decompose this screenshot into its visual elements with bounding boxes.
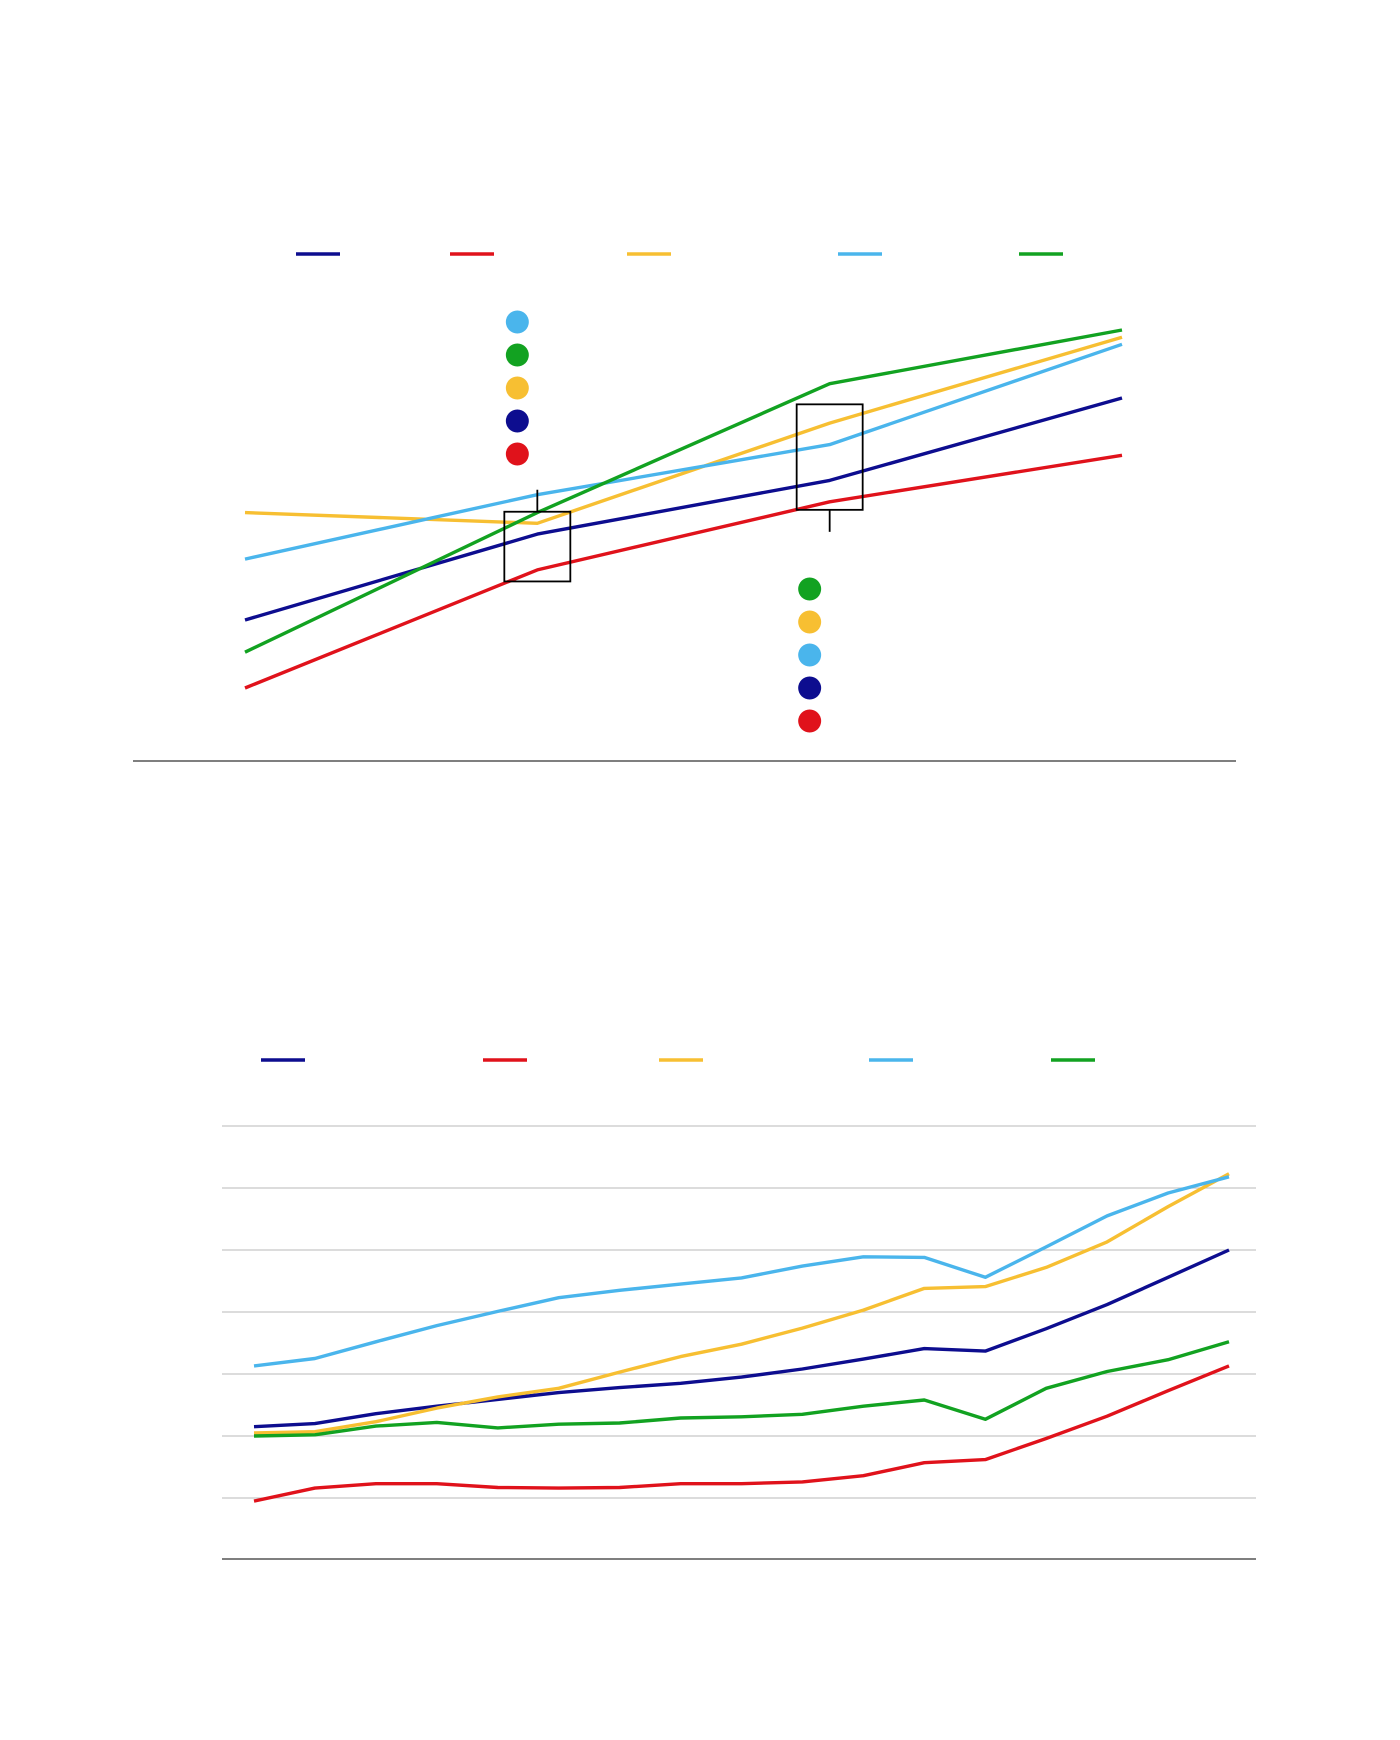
callout-2-dot-green bbox=[798, 578, 821, 601]
lower-series-line-green bbox=[254, 1342, 1229, 1436]
lower-series-line-light_blue bbox=[254, 1177, 1229, 1366]
upper-series-line-green bbox=[245, 330, 1122, 652]
callout-2-dot-light_blue bbox=[798, 644, 821, 667]
callout-1-dot-yellow bbox=[506, 377, 529, 400]
callout-2-dot-red bbox=[798, 710, 821, 733]
upper-series-line-yellow bbox=[245, 337, 1122, 523]
callout-1-dot-green bbox=[506, 344, 529, 367]
upper-series-line-red bbox=[245, 455, 1122, 688]
callout-1-dot-navy bbox=[506, 410, 529, 433]
callout-1-dot-light_blue bbox=[506, 311, 529, 334]
upper-series-line-navy bbox=[245, 398, 1122, 620]
callout-1-dot-red bbox=[506, 443, 529, 466]
callout-box-2 bbox=[797, 404, 863, 510]
figure-page bbox=[0, 0, 1400, 1740]
callout-2-dot-navy bbox=[798, 677, 821, 700]
upper-line-chart-with-callouts bbox=[0, 0, 1400, 780]
callout-2-dot-yellow bbox=[798, 611, 821, 634]
lower-series-line-yellow bbox=[254, 1174, 1229, 1433]
lower-series-line-red bbox=[254, 1366, 1229, 1501]
lower-line-chart bbox=[0, 780, 1400, 1740]
